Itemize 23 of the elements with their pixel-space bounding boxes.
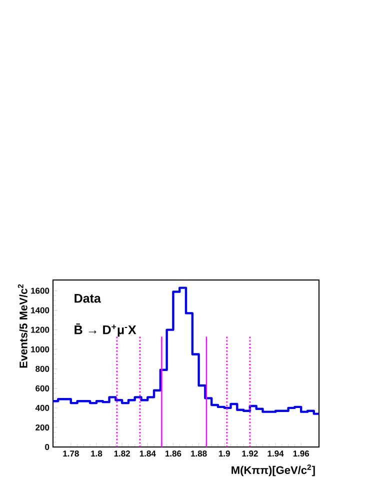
x-tick-label: 1.96 <box>293 450 310 457</box>
y-tick-label: 1400 <box>31 307 50 314</box>
annotation: B̄ → D$^{+}$μ$^{-}$X <box>74 324 136 337</box>
y-tick-label: 400 <box>35 404 50 411</box>
y-tick-label: 800 <box>36 366 50 372</box>
x-tick-label: 1.86 <box>165 450 182 457</box>
x-axis-title: M(Kππ)[GeV/c$^{2}$] <box>232 464 315 476</box>
y-tick-label: 600 <box>36 385 50 392</box>
x-tick-label: 1.84 <box>140 450 156 457</box>
x-tick-label: 1.78 <box>63 450 79 457</box>
y-tick-label: 1200 <box>31 326 50 333</box>
y-tick-label: 200 <box>36 424 50 430</box>
x-tick-label: 1.82 <box>114 450 130 457</box>
annotation: Data <box>74 294 101 303</box>
x-tick-label: 1.8 <box>91 450 102 457</box>
y-tick-label: 0 <box>45 444 50 450</box>
x-tick-label: 1.92 <box>242 450 258 457</box>
x-tick-label: 1.94 <box>268 450 284 457</box>
y-tick-label: 1600 <box>31 288 50 294</box>
x-tick-label: 1.9 <box>218 450 230 457</box>
x-tick-label: 1.88 <box>191 450 207 457</box>
y-tick-label: 1000 <box>31 346 50 352</box>
y-axis-title: Events/5 MeV/c$^{2}$ <box>18 284 28 368</box>
